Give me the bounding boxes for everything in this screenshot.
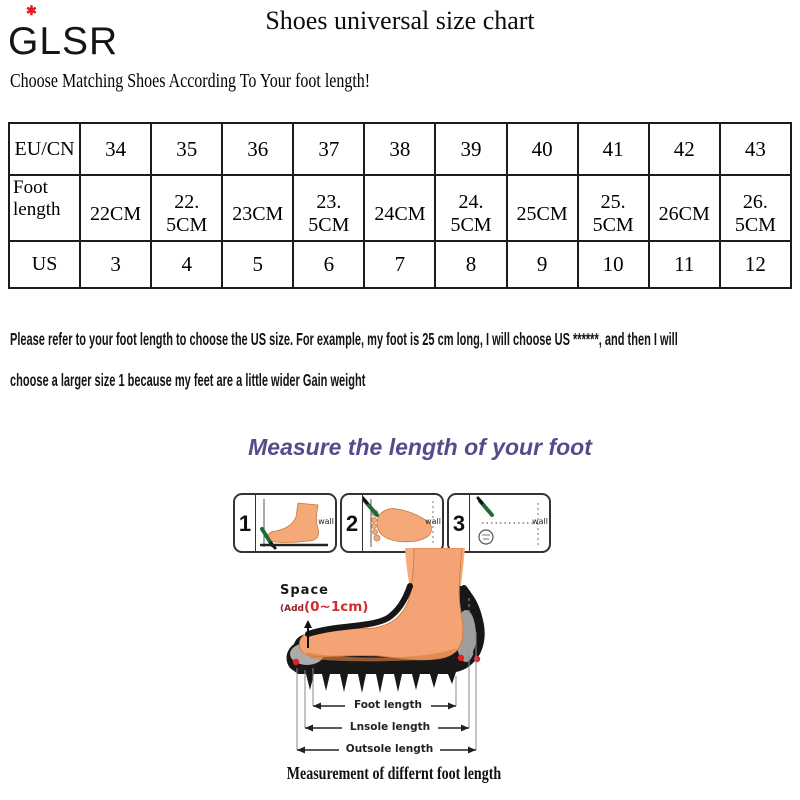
size-cell: 9 [505,240,579,289]
wall-label: wall [425,517,441,526]
diagram-caption-text: Measurement of differnt foot length [286,763,502,783]
row-label-cell: EU/CN [7,122,82,176]
heel-marker-dot [457,654,465,662]
footprint-icon [376,508,432,543]
outsole-length-label: Outsole length [339,743,440,755]
size-table-grid: EU/CN 34 35 36 37 38 39 40 41 42 43 Foot… [7,122,793,289]
note-line-2: choose a larger size 1 because my feet a… [10,370,574,391]
wall-label: wall [318,517,334,526]
note-line-1: Please refer to your foot length to choo… [10,329,800,350]
size-cell: 34 [79,122,153,176]
step-number: 1 [238,511,252,536]
step-number: 3 [452,511,466,536]
space-label: Space (Add(0~1cm) [280,584,368,614]
size-cell: 42 [647,122,721,176]
row-label-cell: US [7,240,82,289]
measure-circle-icon [478,529,494,545]
wall-label: wall [532,517,548,526]
size-cell: 23. 5CM [292,174,366,242]
size-cell: 22. 5CM [150,174,224,242]
space-label-value: (0~1cm) [303,598,369,615]
size-cell: 5 [221,240,295,289]
size-cell: 37 [292,122,366,176]
brand-name: GLSR [8,20,119,63]
foot-shape [299,548,464,661]
side-foot-measure-icon [260,499,328,550]
size-cell: 12 [718,240,793,289]
measure-step-panel-3: 3 wall [447,493,551,553]
size-cell: 40 [505,122,579,176]
footprint-measure-icon [363,496,434,547]
size-cell: 3 [79,240,153,289]
table-row-foot-length: Foot length 22CM 22. 5CM 23CM 23. 5CM 24… [7,174,793,242]
size-cell: 39 [434,122,508,176]
measure-step-panel-1: 1 wall [233,493,337,553]
space-label-prefix: (Add [280,603,304,614]
toe-marker-dot [292,658,300,666]
size-cell: 10 [576,240,650,289]
heel-marker-dot [473,655,481,663]
row-label-cell: Foot length [7,174,82,242]
subtitle-text: Choose Matching Shoes According To Your … [10,71,371,92]
size-cell: 4 [150,240,224,289]
size-cell: 35 [150,122,224,176]
size-cell: 8 [434,240,508,289]
space-label-title: Space [280,583,329,598]
size-cell: 36 [221,122,295,176]
size-cell: 25CM [505,174,579,242]
foot-side-icon [267,502,319,543]
measure-step-panel-2: 2 wall [340,493,444,553]
size-cell: 24CM [363,174,437,242]
note-line-1-text: Please refer to your foot length to choo… [10,329,678,349]
diagram-caption: Measurement of differnt foot length [234,763,554,784]
page-title: Shoes universal size chart [265,6,535,35]
insole-length-label: Lnsole length [342,721,438,733]
size-table: EU/CN 34 35 36 37 38 39 40 41 42 43 Foot… [7,122,793,289]
measure-heading: Measure the length of your foot [248,434,592,460]
panel-divider [362,495,363,551]
size-cell: 22CM [79,174,153,242]
size-cell: 38 [363,122,437,176]
brand-mark-icon: ✱ [26,3,37,18]
size-cell: 24. 5CM [434,174,508,242]
size-cell: 26. 5CM [718,174,793,242]
size-cell: 11 [647,240,721,289]
size-cell: 43 [718,122,793,176]
foot-length-diagram: Space (Add(0~1cm) Foot length Lnsole len… [250,548,590,763]
size-cell: 23CM [221,174,295,242]
foot-length-label: Foot length [345,699,431,711]
size-cell: 41 [576,122,650,176]
note-line-2-text: choose a larger size 1 because my feet a… [10,370,366,390]
size-cell: 26CM [647,174,721,242]
size-cell: 7 [363,240,437,289]
distance-measure-icon [476,496,539,545]
panel-divider [255,495,256,551]
subtitle: Choose Matching Shoes According To Your … [10,71,449,93]
table-row-eu-cn: EU/CN 34 35 36 37 38 39 40 41 42 43 [7,122,793,176]
table-row-us: US 3 4 5 6 7 8 9 10 11 12 [7,240,793,289]
size-cell: 6 [292,240,366,289]
panel-divider [469,495,470,551]
step-number: 2 [345,511,359,536]
size-cell: 25. 5CM [576,174,650,242]
